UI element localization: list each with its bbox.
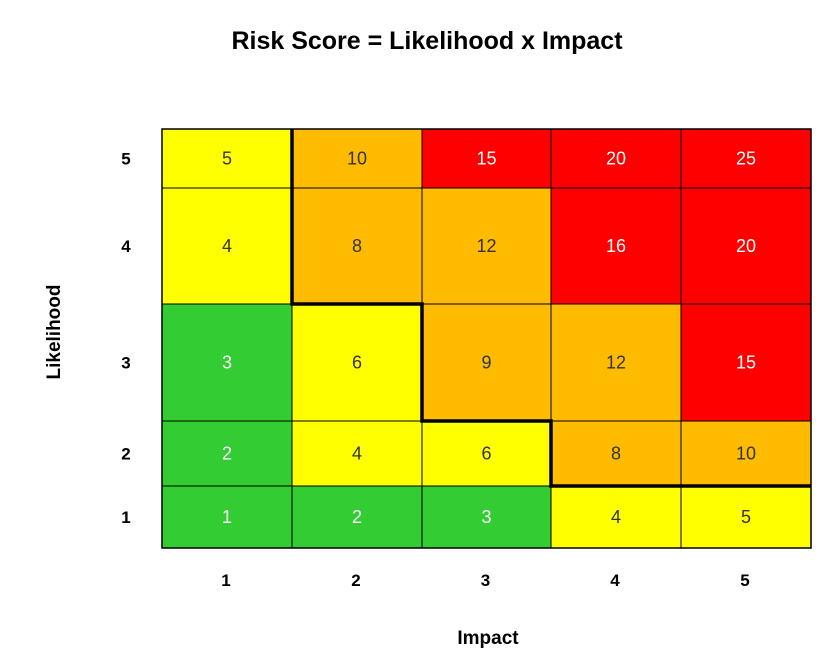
cell-value-label: 15 — [476, 149, 496, 169]
heatmap-cell — [161, 128, 293, 189]
heatmap-cell — [680, 420, 812, 487]
y-tick-label: 2 — [121, 445, 130, 464]
cell-value-label: 20 — [736, 236, 756, 256]
heatmap-cell — [680, 187, 812, 305]
heatmap-cell — [550, 420, 682, 487]
x-tick-label: 4 — [610, 571, 620, 590]
cell-value-label: 20 — [606, 149, 626, 169]
y-tick-label: 3 — [121, 354, 130, 373]
y-tick-label: 1 — [121, 508, 130, 527]
y-tick-label: 4 — [121, 237, 131, 256]
cell-value-label: 10 — [347, 149, 367, 169]
heatmap-cell — [680, 128, 812, 189]
heatmap-cell — [291, 128, 423, 189]
heatmap-cell — [161, 420, 293, 487]
x-tick-label: 5 — [740, 571, 749, 590]
heatmap-cell — [550, 303, 682, 422]
heatmap-cell — [550, 485, 682, 549]
heatmap-cell — [291, 303, 423, 422]
cell-value-label: 6 — [352, 353, 362, 373]
cell-value-label: 4 — [352, 444, 362, 464]
heatmap-cell — [291, 420, 423, 487]
risk-zone-boundary — [290, 129, 811, 488]
cell-value-label: 10 — [736, 444, 756, 464]
cell-value-label: 4 — [611, 507, 621, 527]
cell-value-label: 8 — [352, 236, 362, 256]
heatmap-cell — [161, 187, 293, 305]
cell-value-label: 3 — [481, 507, 491, 527]
heatmap-cells: 5 10 15 20 254 8 12 16 203 6 9 12 152 4 6 8 101 2 3 4 5 — [161, 128, 812, 549]
heatmap-cell — [421, 303, 552, 422]
heatmap-cell — [161, 485, 293, 549]
x-tick-label: 1 — [221, 571, 230, 590]
cell-value-label: 9 — [481, 353, 491, 373]
cell-value-label: 25 — [736, 149, 756, 169]
cell-value-label: 1 — [222, 507, 232, 527]
cell-value-label: 12 — [606, 353, 626, 373]
x-tick-label: 3 — [481, 571, 490, 590]
cell-value-label: 8 — [611, 444, 621, 464]
cell-value-label: 6 — [481, 444, 491, 464]
x-tick-label: 2 — [351, 571, 360, 590]
heatmap-cell — [291, 485, 423, 549]
cell-value-label: 15 — [736, 353, 756, 373]
matrix-border — [161, 128, 812, 549]
cell-value-label: 5 — [222, 149, 232, 169]
y-tick-label: 5 — [121, 150, 130, 169]
cell-value-label: 3 — [222, 353, 232, 373]
chart-title: Risk Score = Likelihood x Impact — [231, 27, 623, 55]
heatmap-cell — [421, 128, 552, 189]
heatmap-cell — [680, 303, 812, 422]
risk-boundary-line — [290, 129, 811, 488]
heatmap-cell — [291, 187, 423, 305]
heatmap-cell — [550, 187, 682, 305]
x-axis-title: Impact — [457, 628, 519, 649]
y-axis-title: Likelihood — [44, 285, 65, 380]
cell-value-label: 12 — [476, 236, 496, 256]
cell-value-label: 16 — [606, 236, 626, 256]
cell-value-label: 4 — [222, 236, 232, 256]
cell-value-label: 2 — [222, 444, 232, 464]
cell-value-label: 5 — [741, 507, 751, 527]
heatmap-cell — [421, 187, 552, 305]
cell-value-label: 2 — [352, 507, 362, 527]
